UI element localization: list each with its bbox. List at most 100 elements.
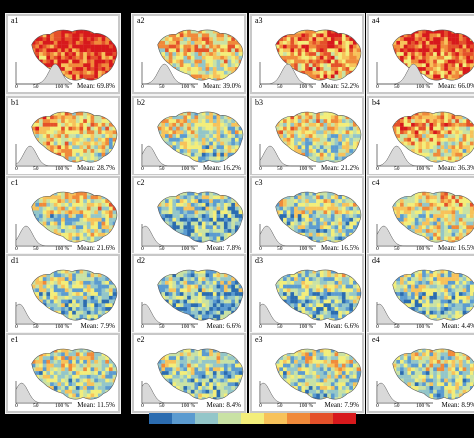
mean-number: 6.6% xyxy=(226,322,241,330)
mean-number: 4.4% xyxy=(461,322,474,330)
histogram-tick-label: 50 xyxy=(33,245,39,252)
histogram-tick-label: 50 xyxy=(33,402,39,409)
histogram-tick-label: 50 xyxy=(159,323,165,330)
panel-label: b2 xyxy=(137,98,145,107)
panel-graphic xyxy=(259,111,362,167)
histogram-tick-label: 0 xyxy=(15,83,18,90)
map-panel-c1: c1 0 50 100 % Mean: 21.6% xyxy=(5,175,121,257)
mean-prefix: Mean: xyxy=(324,322,343,330)
plateau-map xyxy=(275,348,362,400)
panel-graphic xyxy=(141,29,244,85)
mean-value: Mean: 21.2% xyxy=(321,165,359,172)
colorbar-swatch xyxy=(333,413,356,424)
plateau-map xyxy=(31,348,118,400)
histogram-tick-label: 0 xyxy=(259,245,262,252)
histogram-tick-label: 0 xyxy=(376,245,379,252)
histogram-inset xyxy=(259,224,316,247)
panel-label: a2 xyxy=(137,16,145,25)
plateau-map xyxy=(31,191,118,243)
mean-number: 8.9% xyxy=(461,401,474,409)
histogram-tick-label: 50 xyxy=(394,323,400,330)
map-panel-a3: a3 0 50 100 % Mean: 52.2% xyxy=(249,13,365,95)
histogram-tick-label: 0 xyxy=(376,83,379,90)
mean-value: Mean: 39.0% xyxy=(203,83,241,90)
plateau-map xyxy=(157,269,244,321)
histogram-tick-label: 100 % xyxy=(416,83,431,90)
map-panel-d1: d1 0 50 100 % Mean: 7.9% xyxy=(5,253,121,335)
histogram-tick-label: 50 xyxy=(33,83,39,90)
histogram-tick-label: 100 % xyxy=(181,83,196,90)
histogram-tick-label: 100 % xyxy=(416,323,431,330)
histogram-tick-label: 50 xyxy=(277,245,283,252)
mean-number: 6.6% xyxy=(344,322,359,330)
histogram-inset xyxy=(376,144,433,167)
mean-number: 69.8% xyxy=(96,82,115,90)
colorbar-swatch xyxy=(241,413,264,424)
histogram-tick-label: 50 xyxy=(277,165,283,172)
histogram-inset xyxy=(15,62,73,85)
panel-graphic xyxy=(259,29,362,85)
mean-value: Mean: 7.8% xyxy=(207,245,241,252)
mean-value: Mean:66.0% xyxy=(438,83,474,90)
plateau-map xyxy=(392,191,474,243)
map-panel-b1: b1 0 50 100 % Mean: 28.7% xyxy=(5,95,121,177)
panel-graphic xyxy=(15,191,118,247)
histogram-tick-label: 50 xyxy=(394,402,400,409)
histogram-tick-label: 0 xyxy=(141,402,144,409)
histogram-inset xyxy=(15,381,72,404)
mean-value: Mean: 28.7% xyxy=(77,165,115,172)
map-panel-b2: b2 0 50 100 % Mean: 16.2% xyxy=(131,95,247,177)
histogram-tick-label: 50 xyxy=(159,402,165,409)
mean-value: Mean: 69.8% xyxy=(77,83,115,90)
mean-prefix: Mean: xyxy=(441,322,460,330)
colorbar-swatch xyxy=(218,413,241,424)
mean-number: 21.2% xyxy=(340,164,359,172)
histogram-tick-label: 100 % xyxy=(55,245,70,252)
histogram-tick-label: 100 % xyxy=(181,323,196,330)
map-panel-d3: d3 0 50 100 % Mean: 6.6% xyxy=(249,253,365,335)
colorbar-swatch xyxy=(172,413,195,424)
mean-value: Mean:16.5% xyxy=(321,245,359,252)
panel-label: c3 xyxy=(255,178,263,187)
plateau-map xyxy=(157,348,244,400)
mean-number: 16.5% xyxy=(340,244,359,252)
histogram-tick-label: 50 xyxy=(394,245,400,252)
histogram-inset xyxy=(376,62,434,85)
histogram-tick-label: 100 % xyxy=(181,165,196,172)
histogram-tick-label: 100 % xyxy=(299,323,314,330)
histogram-tick-label: 100 % xyxy=(299,165,314,172)
histogram-inset xyxy=(259,381,316,404)
map-panel-d2: d2 0 50 100 % Mean: 6.6% xyxy=(131,253,247,335)
map-panel-a2: a2 0 50 100 % Mean: 39.0% xyxy=(131,13,247,95)
mean-prefix: Mean: xyxy=(77,244,95,252)
plateau-map xyxy=(392,348,474,400)
histogram-tick-label: 50 xyxy=(33,165,39,172)
mean-prefix: Mean: xyxy=(206,322,225,330)
histogram-tick-label: 50 xyxy=(33,323,39,330)
plateau-map xyxy=(31,111,118,163)
histogram-tick-label: 0 xyxy=(15,323,18,330)
panel-label: a3 xyxy=(255,16,263,25)
mean-prefix: Mean: xyxy=(203,82,221,90)
panel-graphic xyxy=(15,111,118,167)
mean-value: Mean:4.4% xyxy=(442,323,474,330)
map-panel-e2: e2 0 50 100 % Mean: 8.4% xyxy=(131,332,247,414)
panel-graphic xyxy=(15,269,118,325)
histogram-tick-label: 100 % xyxy=(299,245,314,252)
histogram-inset xyxy=(141,224,198,247)
plateau-map xyxy=(392,29,474,81)
map-panel-d4: d4 0 50 100 % Mean:4.4% xyxy=(366,253,474,335)
histogram-tick-label: 0 xyxy=(259,323,262,330)
panel-label: c1 xyxy=(11,178,19,187)
histogram-tick-label: 0 xyxy=(141,323,144,330)
mean-number: 66.0% xyxy=(457,82,474,90)
mean-number: 52.2% xyxy=(340,82,359,90)
panel-label: e1 xyxy=(11,335,19,344)
mean-number: 16.2% xyxy=(222,164,241,172)
mean-value: Mean: 52.2% xyxy=(321,83,359,90)
mean-number: 11.5% xyxy=(97,401,115,409)
histogram-tick-label: 100 % xyxy=(299,83,314,90)
panel-label: b3 xyxy=(255,98,263,107)
colorbar-swatch xyxy=(310,413,333,424)
panel-graphic xyxy=(376,191,474,247)
